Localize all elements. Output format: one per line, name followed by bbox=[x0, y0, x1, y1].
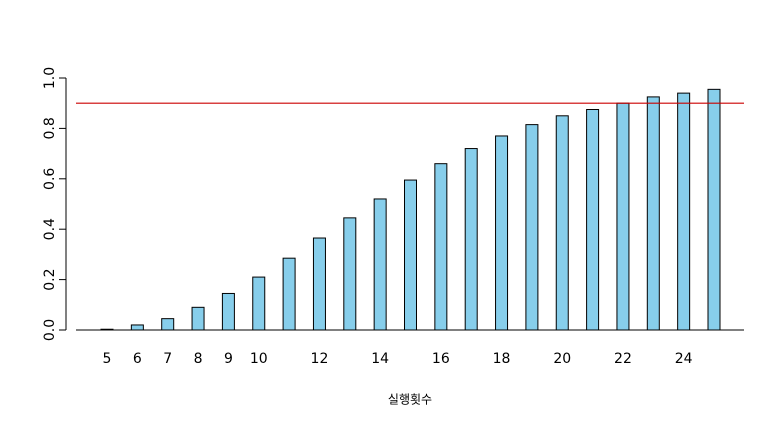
x-tick-label: 8 bbox=[194, 351, 203, 367]
x-tick-label: 5 bbox=[103, 351, 112, 367]
x-tick-label: 22 bbox=[614, 351, 632, 367]
bar bbox=[404, 179, 417, 331]
bar bbox=[282, 257, 296, 331]
bar bbox=[100, 328, 114, 331]
x-tick-label: 20 bbox=[553, 351, 571, 367]
y-tick-label: 0.2 bbox=[42, 268, 58, 290]
x-tick-label: 14 bbox=[371, 351, 389, 367]
bar bbox=[707, 88, 721, 331]
y-tick-label: 0.8 bbox=[42, 117, 58, 139]
bar bbox=[161, 318, 175, 331]
bar bbox=[343, 217, 357, 331]
x-tick-label: 9 bbox=[224, 351, 233, 367]
bar bbox=[586, 109, 600, 331]
y-tick-label: 0.0 bbox=[42, 319, 58, 341]
bar bbox=[677, 92, 691, 331]
x-tick-label: 12 bbox=[311, 351, 329, 367]
x-tick-label: 10 bbox=[250, 351, 268, 367]
bar bbox=[130, 324, 144, 331]
y-tick-label: 0.6 bbox=[42, 168, 58, 190]
bar bbox=[464, 148, 478, 331]
x-tick-label: 18 bbox=[493, 351, 511, 367]
y-tick-label: 0.4 bbox=[42, 218, 58, 240]
y-tick-label: 1.0 bbox=[42, 67, 58, 89]
bar bbox=[434, 163, 448, 331]
bar bbox=[525, 124, 539, 331]
x-tick-label: 24 bbox=[675, 351, 693, 367]
x-axis-title: 실행횟수 bbox=[388, 392, 432, 407]
bar bbox=[555, 115, 569, 331]
bar bbox=[495, 135, 509, 331]
x-tick-label: 6 bbox=[133, 351, 142, 367]
bar bbox=[252, 276, 266, 331]
bar bbox=[221, 292, 235, 331]
bar bbox=[646, 96, 660, 331]
bar bbox=[616, 102, 630, 331]
bar bbox=[312, 237, 326, 331]
x-tick-label: 7 bbox=[163, 351, 172, 367]
bar bbox=[191, 306, 205, 331]
x-tick-label: 16 bbox=[432, 351, 450, 367]
bar bbox=[373, 198, 387, 331]
